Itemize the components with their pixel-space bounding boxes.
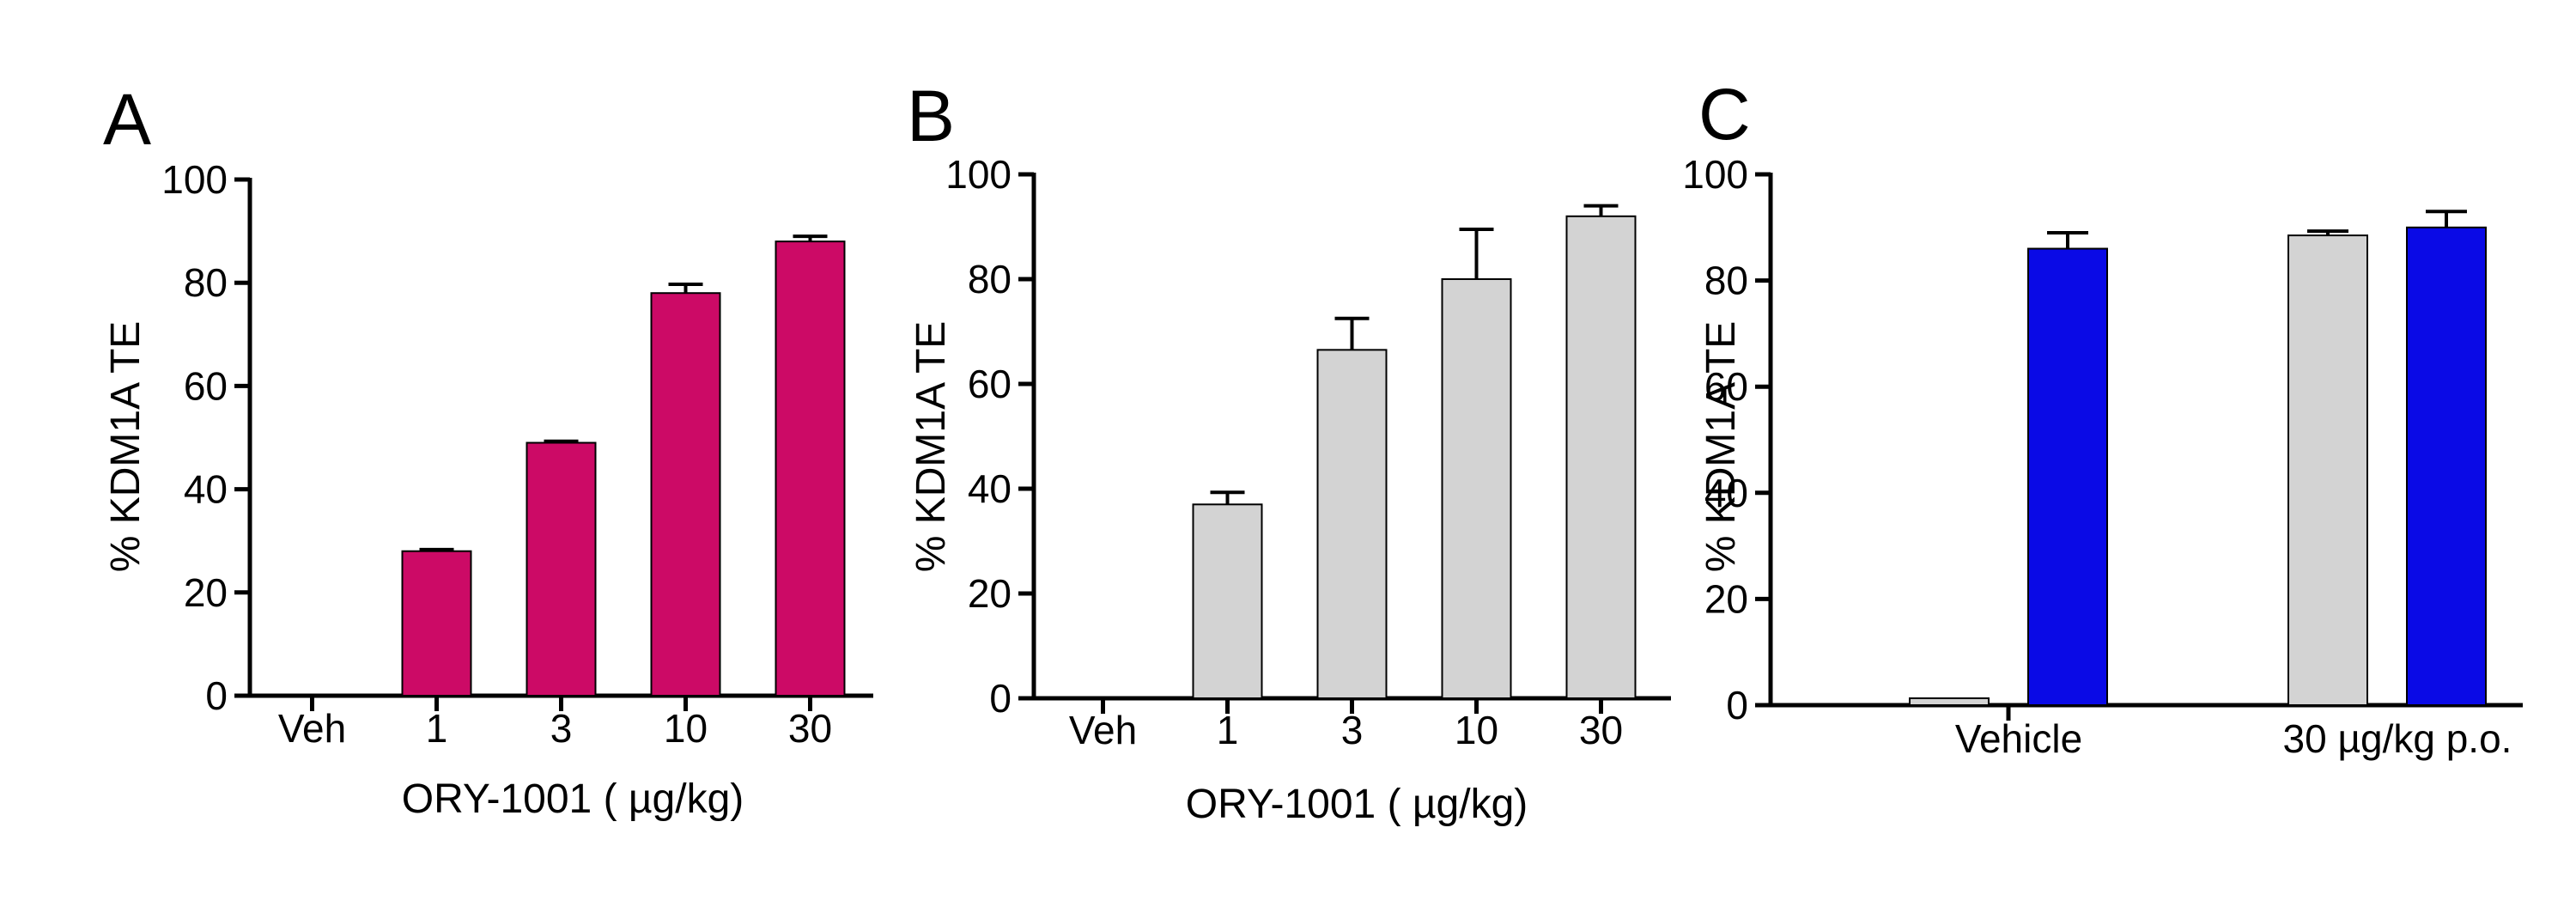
y-tick-label: 100 xyxy=(161,157,228,202)
y-tick-label: 60 xyxy=(184,363,228,408)
panel-c-letter: C xyxy=(1698,74,1751,155)
y-axis-title: % KDM1A TE xyxy=(103,321,149,573)
bar xyxy=(1316,349,1388,699)
panel-a-letter: A xyxy=(103,79,151,160)
y-tick-label: 40 xyxy=(184,467,228,512)
panel-b-letter: B xyxy=(907,76,955,156)
bar xyxy=(1909,697,1990,707)
y-tick-label: 60 xyxy=(1704,364,1748,409)
y-tick-label: 20 xyxy=(1704,576,1748,621)
y-tick-label: 0 xyxy=(989,676,1012,721)
x-tick-label: 10 xyxy=(1455,708,1498,752)
y-tick-label: 100 xyxy=(945,152,1012,197)
y-tick-label: 80 xyxy=(1704,259,1748,303)
x-tick-label: 10 xyxy=(664,706,708,751)
x-tick-label: 1 xyxy=(1217,708,1239,752)
panel-b-chart: B 0 20 40 60 80 100 % KDM1A TE Veh 1 3 10 30 ORY-100… xyxy=(907,76,1671,827)
y-tick-label: 0 xyxy=(205,673,228,718)
x-tick-label: 3 xyxy=(550,706,573,751)
x-axis-title: ORY-1001 ( µg/kg) xyxy=(1186,782,1528,827)
y-tick-label: 40 xyxy=(1704,471,1748,515)
bar xyxy=(1192,503,1263,699)
y-tick-label: 80 xyxy=(184,260,228,305)
y-axis-title: % KDM1A TE xyxy=(1698,321,1744,573)
bar xyxy=(1441,278,1512,699)
x-tick-label: 3 xyxy=(1341,708,1364,752)
bar xyxy=(775,240,846,697)
y-tick-label: 20 xyxy=(184,570,228,615)
y-tick-label: 40 xyxy=(968,466,1012,511)
y-axis-title: % KDM1A TE xyxy=(908,321,954,573)
x-tick-label: Veh xyxy=(278,706,346,751)
x-tick-label: 30 xyxy=(788,706,832,751)
y-tick-label: 0 xyxy=(1726,683,1748,727)
x-tick-label: 1 xyxy=(426,706,448,751)
bar xyxy=(1565,215,1637,700)
y-tick-label: 100 xyxy=(1682,152,1748,197)
panel-c-chart: C 0 20 40 60 80 100 % KDM1A TE Vehicle 30 µg/kg … xyxy=(1682,74,2523,761)
x-tick-label: Veh xyxy=(1069,708,1137,752)
x-tick-label: 30 µg/kg p.o. xyxy=(2283,716,2512,761)
y-tick-label: 60 xyxy=(968,362,1012,406)
x-tick-label: 30 xyxy=(1579,708,1623,752)
x-tick-label: Vehicle xyxy=(1955,716,2082,761)
y-tick-label: 80 xyxy=(968,257,1012,301)
panel-a-chart: A 0 20 40 60 80 100 % KDM1A TE Veh 1 3 10 30 ORY-100… xyxy=(103,79,873,822)
bar xyxy=(526,441,597,697)
bar xyxy=(650,292,721,697)
bar xyxy=(2027,247,2108,706)
bar xyxy=(401,550,472,697)
y-tick-label: 20 xyxy=(968,571,1012,616)
bar xyxy=(2406,226,2487,706)
x-axis-title: ORY-1001 ( µg/kg) xyxy=(402,776,744,822)
bar xyxy=(2287,234,2368,706)
